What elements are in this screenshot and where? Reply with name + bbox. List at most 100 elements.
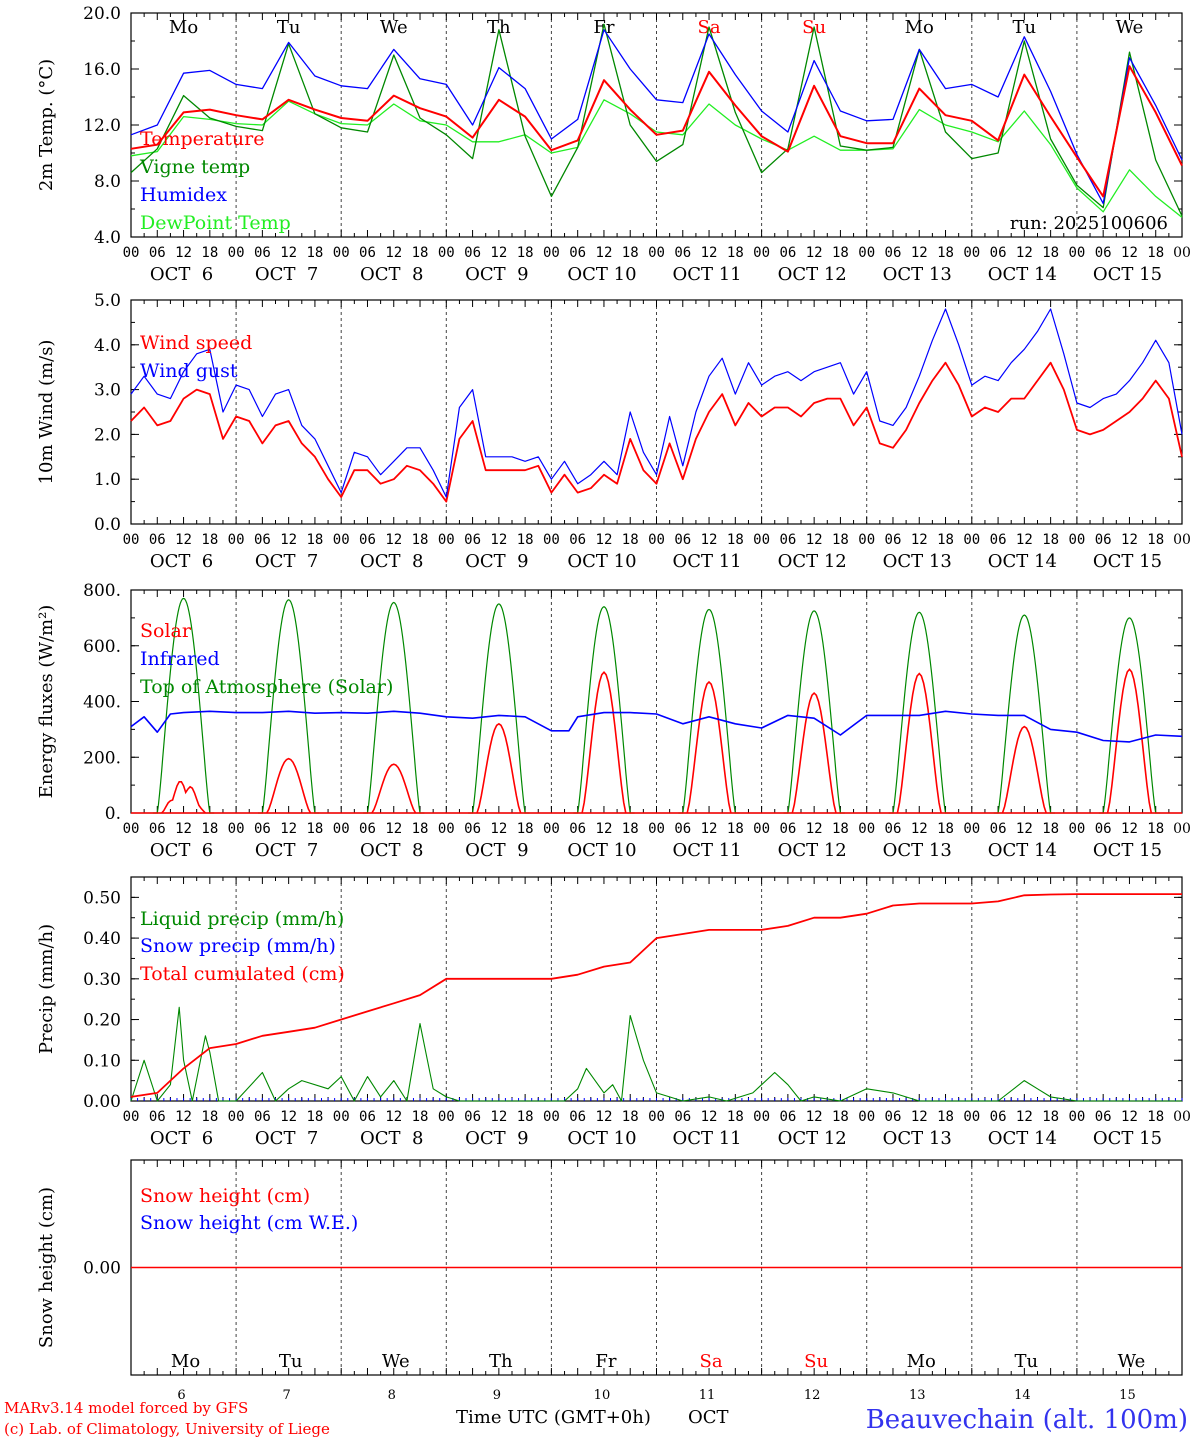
snow-day-date: 9 — [493, 1388, 501, 1403]
precip-date-label: OCT 6 — [150, 1128, 213, 1149]
snow-day-date: 7 — [283, 1388, 291, 1403]
temp-hour-label: 12 — [175, 245, 192, 261]
wind-ytick-label: 4.0 — [94, 336, 121, 356]
energy-solar-curve — [476, 722, 522, 814]
wind-hour-label: 18 — [1147, 532, 1164, 548]
temp-hour-label: 00 — [1173, 245, 1191, 261]
precip-hour-label: 12 — [806, 1109, 823, 1125]
temp-hour-label: 06 — [885, 245, 902, 261]
precip-hour-label: 06 — [779, 1109, 796, 1125]
energy-ytick-label: 200. — [83, 748, 121, 768]
snow-day-date: 6 — [177, 1388, 185, 1403]
temp-ytick-label: 12.0 — [83, 116, 121, 136]
wind-date-label: OCT 6 — [150, 551, 213, 572]
precip-hour-label: 12 — [1121, 1109, 1138, 1125]
temp-hour-label: 06 — [254, 245, 271, 261]
temp-hour-label: 00 — [858, 245, 875, 261]
precip-ylabel: Precip (mm/h) — [36, 924, 57, 1054]
precip-hour-label: 00 — [753, 1109, 770, 1125]
precip-hour-label: 06 — [464, 1109, 481, 1125]
energy-hour-label: 18 — [306, 821, 323, 837]
temp-date-label: OCT 10 — [567, 264, 636, 285]
wind-hour-label: 12 — [490, 532, 507, 548]
energy-hour-label: 12 — [490, 821, 507, 837]
energy-hour-label: 06 — [569, 821, 586, 837]
precip-date-label: OCT 8 — [360, 1128, 423, 1149]
energy-hour-label: 18 — [937, 821, 954, 837]
precip-hour-label: 18 — [832, 1109, 849, 1125]
temp-hour-label: 12 — [911, 245, 928, 261]
precip-hour-label: 18 — [937, 1109, 954, 1125]
snow-day-name: Tu — [1015, 1351, 1039, 1372]
wind-date-label: OCT 9 — [465, 551, 528, 572]
wind-hour-label: 06 — [779, 532, 796, 548]
temp-date-label: OCT 12 — [778, 264, 847, 285]
snow-day-name: Sa — [700, 1351, 723, 1372]
energy-date-label: OCT 15 — [1093, 840, 1162, 861]
temp-hour-label: 12 — [385, 245, 402, 261]
temp-legend-temperature: Temperature — [140, 128, 264, 150]
energy-ylabel: Energy fluxes (W/m²) — [36, 605, 57, 799]
temp-hour-label: 06 — [674, 245, 691, 261]
energy-frame — [130, 589, 1183, 814]
temp-legend-dewpoint-temp: DewPoint Temp — [140, 212, 291, 234]
energy-toa-curve — [468, 603, 530, 814]
temp-hour-label: 12 — [1121, 245, 1138, 261]
snow-legend-snow-height-cm: Snow height (cm) — [140, 1185, 310, 1207]
precip-hour-label: 12 — [175, 1109, 192, 1125]
temp-day-name: Tu — [277, 17, 301, 38]
wind-series-wind-gust — [130, 308, 1183, 498]
time-axis-label: Time UTC (GMT+0h) — [456, 1407, 651, 1428]
wind-date-label: OCT 11 — [672, 551, 741, 572]
temp-series-temperature — [130, 65, 1183, 198]
temp-day-name: Fr — [593, 17, 614, 38]
temp-ytick-label: 20.0 — [83, 4, 121, 24]
wind-hour-label: 06 — [990, 532, 1007, 548]
snow-day-date: 10 — [594, 1388, 611, 1403]
temp-hour-label: 18 — [412, 245, 429, 261]
precip-hour-label: 12 — [911, 1109, 928, 1125]
snow-day-name: Su — [804, 1351, 828, 1372]
energy-ytick-label: 400. — [83, 693, 121, 713]
energy-solar-curve — [581, 670, 627, 814]
wind-hour-label: 06 — [674, 532, 691, 548]
temp-date-label: OCT 11 — [672, 264, 741, 285]
temp-ylabel: 2m Temp. (°C) — [36, 59, 57, 191]
precip-hour-label: 12 — [490, 1109, 507, 1125]
energy-date-label: OCT 13 — [883, 840, 952, 861]
temp-hour-label: 06 — [464, 245, 481, 261]
precip-hour-label: 18 — [1147, 1109, 1164, 1125]
precip-date-label: OCT 9 — [465, 1128, 528, 1149]
energy-toa-curve — [888, 611, 950, 814]
energy-solar-curve — [1106, 668, 1153, 814]
wind-ytick-label: 2.0 — [94, 425, 121, 445]
energy-date-label: OCT 10 — [567, 840, 636, 861]
precip-hour-label: 18 — [306, 1109, 323, 1125]
energy-hour-label: 06 — [674, 821, 691, 837]
wind-date-label: OCT 14 — [988, 551, 1057, 572]
wind-hour-label: 12 — [701, 532, 718, 548]
temp-hour-label: 06 — [149, 245, 166, 261]
wind-ytick-label: 5.0 — [94, 291, 121, 311]
precip-hour-label: 12 — [385, 1109, 402, 1125]
temp-hour-label: 00 — [1068, 245, 1085, 261]
station-title: Beauvechain (alt. 100m) — [866, 1405, 1188, 1435]
precip-hour-label: 00 — [228, 1109, 245, 1125]
precip-hour-label: 00 — [963, 1109, 980, 1125]
precip-hour-label: 06 — [990, 1109, 1007, 1125]
energy-hour-label: 06 — [1095, 821, 1112, 837]
precip-hour-label: 06 — [1095, 1109, 1112, 1125]
wind-hour-label: 06 — [464, 532, 481, 548]
snow-day-name: Mo — [171, 1351, 200, 1372]
temp-ytick-label: 16.0 — [83, 60, 121, 80]
precip-hour-label: 12 — [280, 1109, 297, 1125]
snow-day-name: Tu — [279, 1351, 303, 1372]
temp-panel: 4.0 8.0 12.0 16.0 20.0 2m Temp. (°C) 00 06 12 18 O… — [36, 4, 1191, 285]
energy-hour-label: 18 — [622, 821, 639, 837]
energy-hour-label: 06 — [779, 821, 796, 837]
wind-hour-label: 12 — [911, 532, 928, 548]
energy-solar-curve — [371, 763, 417, 814]
precip-hour-label: 12 — [1016, 1109, 1033, 1125]
wind-date-label: OCT 10 — [567, 551, 636, 572]
